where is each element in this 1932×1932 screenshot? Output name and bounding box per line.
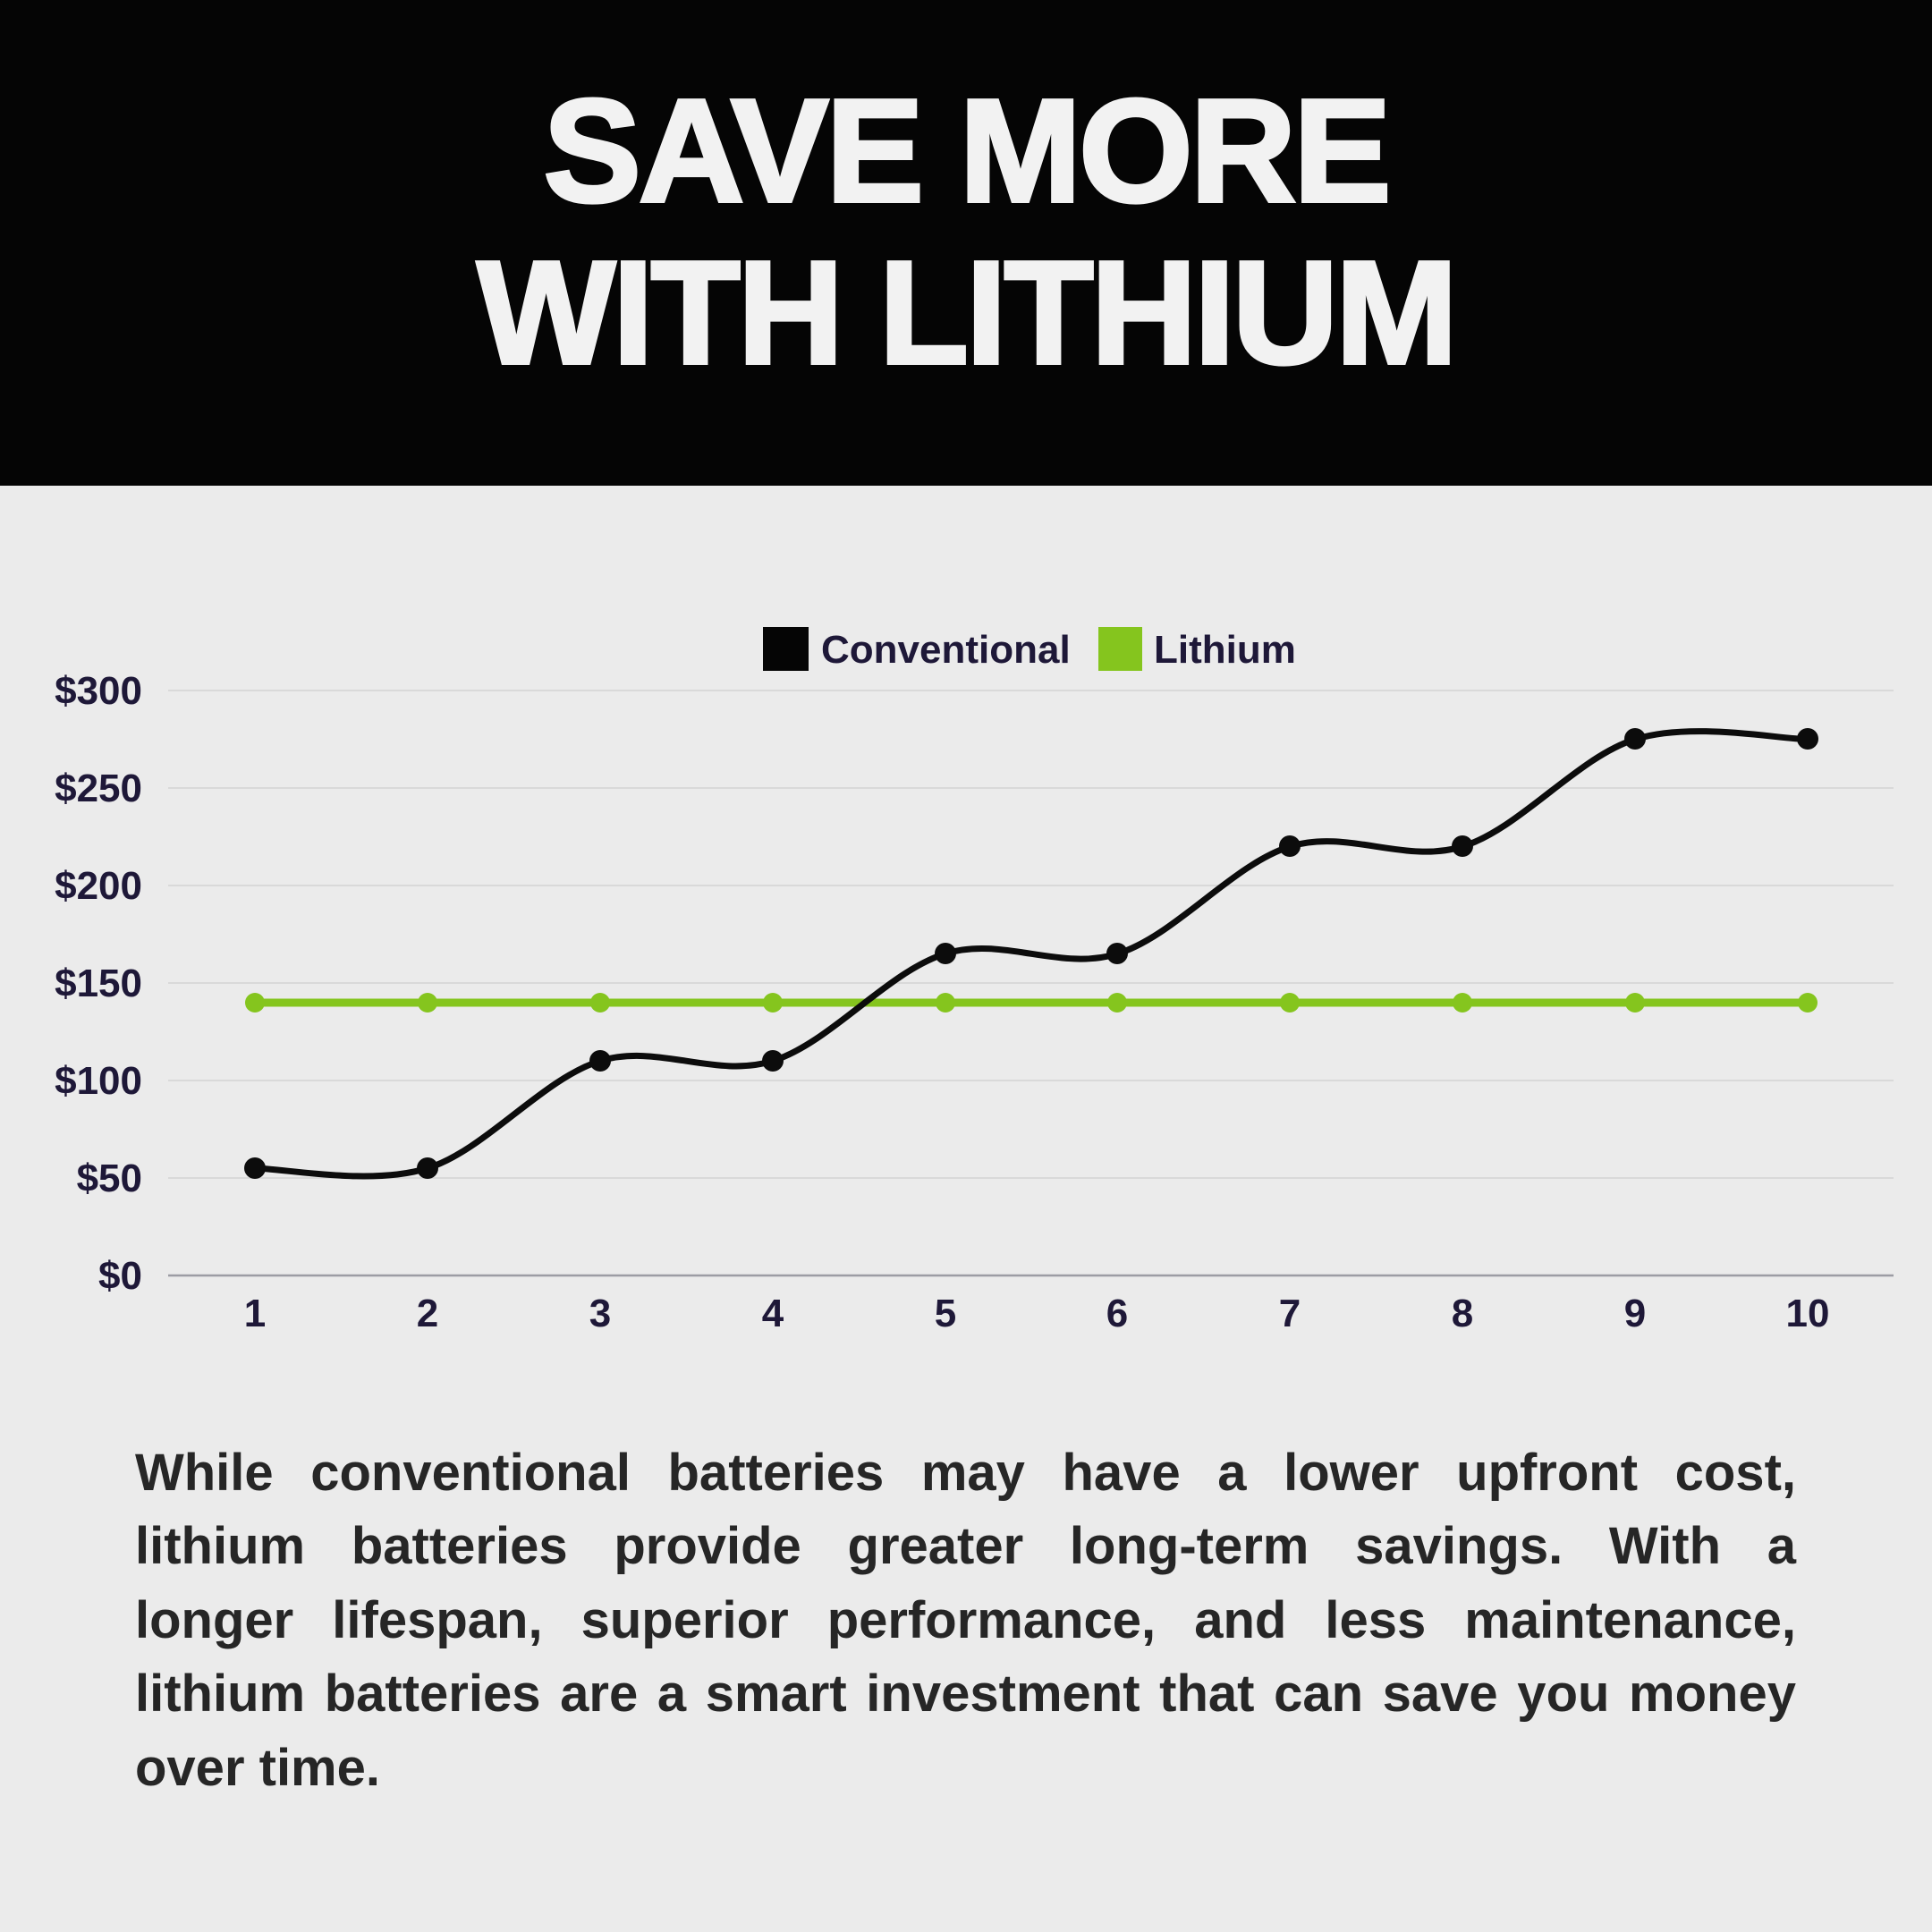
svg-text:$300: $300 [55, 669, 142, 713]
svg-text:6: 6 [1106, 1292, 1128, 1335]
svg-text:4: 4 [762, 1292, 784, 1335]
svg-text:2: 2 [417, 1292, 438, 1335]
svg-text:$0: $0 [98, 1254, 142, 1298]
svg-text:$150: $150 [55, 962, 142, 1005]
svg-text:Conventional: Conventional [821, 628, 1071, 672]
svg-text:10: 10 [1786, 1292, 1830, 1335]
svg-text:3: 3 [589, 1292, 611, 1335]
svg-text:Lithium: Lithium [1154, 628, 1296, 672]
svg-text:7: 7 [1279, 1292, 1301, 1335]
svg-text:$50: $50 [77, 1157, 142, 1200]
svg-text:5: 5 [935, 1292, 956, 1335]
svg-text:8: 8 [1452, 1292, 1473, 1335]
svg-text:$250: $250 [55, 767, 142, 810]
svg-text:$200: $200 [55, 864, 142, 908]
svg-text:$100: $100 [55, 1059, 142, 1103]
svg-text:1: 1 [244, 1292, 266, 1335]
svg-text:9: 9 [1624, 1292, 1646, 1335]
